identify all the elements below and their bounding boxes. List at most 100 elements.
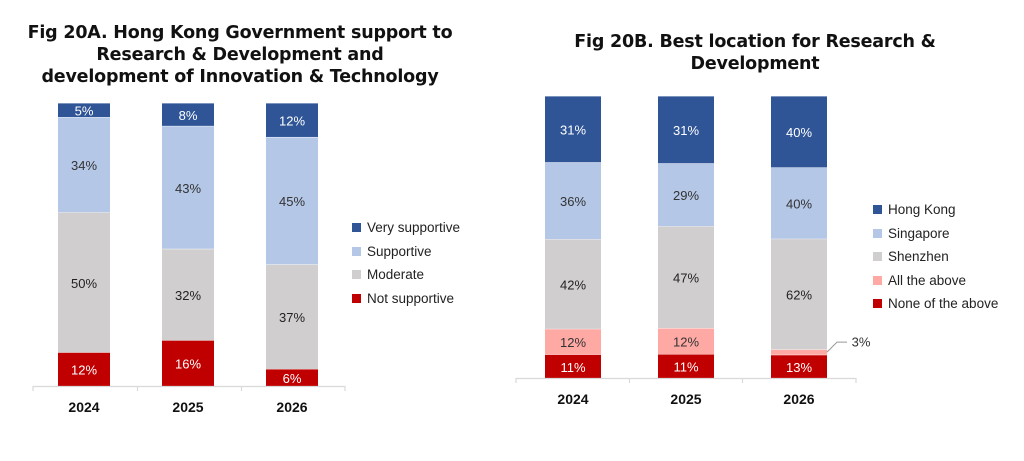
bar-segment-very-supportive-2024: [58, 103, 110, 118]
data-label: 36%: [560, 194, 586, 209]
data-label: 12%: [673, 335, 699, 350]
data-label: 29%: [673, 188, 699, 203]
data-label: 11%: [560, 360, 585, 375]
legend-label: Hong Kong: [888, 202, 956, 218]
legend-item-supportive: Supportive: [352, 240, 460, 264]
legend-label: None of the above: [888, 296, 999, 312]
data-label: 34%: [71, 158, 97, 173]
legend-item-singapore: Singapore: [873, 222, 998, 246]
legend-label: Shenzhen: [888, 249, 949, 265]
chart-a-title-line: Fig 20A. Hong Kong Government support to: [27, 23, 453, 43]
bar-segment-supportive-2024: [58, 117, 110, 213]
bar-segment-moderate-2026: [266, 264, 318, 370]
callout-leader-line: [826, 341, 847, 353]
chart-a-title-line: Research & Development and: [96, 45, 384, 65]
bar-segment-all-the-above-2024: [545, 328, 601, 355]
bar-segment-supportive-2026: [266, 136, 318, 265]
data-label: 40%: [786, 197, 812, 212]
x-tick-label-2025: 2025: [670, 391, 701, 407]
legend-swatch: [873, 275, 882, 285]
chart-a-plot: 12% 50% 34% 5% 2024 16% 32% 43% 8% 2025 6% 37% 45% 12…: [32, 102, 346, 415]
legend-item-not-supportive: Not supportive: [352, 287, 460, 311]
bar-segment-very-supportive-2026: [266, 103, 318, 137]
bar-segment-shenzhen-2025: [658, 226, 714, 329]
legend-swatch: [873, 205, 882, 215]
legend-swatch: [352, 293, 361, 303]
chart-b-plot: 11% 12% 42% 36% 31% 2024 11% 12% 47% 29% 31% 2025 13…: [515, 95, 871, 407]
callout-label: 3%: [852, 335, 871, 350]
legend-item-none-of-the-above: None of the above: [873, 292, 998, 316]
data-label: 8%: [179, 108, 198, 123]
bar-segment-moderate-2024: [58, 212, 110, 353]
bar-segment-very-supportive-2025: [162, 103, 214, 126]
bar-segment-singapore-2026: [771, 167, 827, 239]
chart-b-title: Fig 20B. Best location for Research & De…: [545, 31, 965, 75]
legend-swatch: [873, 299, 882, 309]
bar-segment-shenzhen-2026: [771, 238, 827, 350]
legend-swatch: [352, 246, 361, 256]
data-label: 5%: [75, 104, 94, 119]
data-label: 31%: [560, 123, 586, 138]
bar-segment-singapore-2025: [658, 163, 714, 227]
bar-segment-all-the-above-2026: [771, 349, 827, 355]
data-label: 42%: [560, 278, 586, 293]
data-label: 62%: [786, 288, 812, 303]
data-label: 37%: [279, 310, 305, 325]
data-label: 32%: [175, 288, 201, 303]
chart-b-title-line: Development: [690, 54, 820, 74]
chart-b-legend: Hong Kong Singapore Shenzhen All the above N…: [873, 198, 998, 316]
legend-label: Very supportive: [367, 220, 461, 236]
legend-swatch: [352, 223, 361, 233]
bar-segment-not-supportive-2025: [162, 340, 214, 386]
bar-segment-hong-kong-2024: [545, 96, 601, 163]
x-tick-label-2026: 2026: [783, 391, 814, 407]
bar-segment-hong-kong-2026: [771, 96, 827, 168]
data-label: 12%: [560, 335, 586, 350]
data-label: 45%: [279, 194, 305, 209]
legend-swatch: [873, 228, 882, 238]
x-tick-label-2024: 2024: [557, 391, 588, 407]
data-label: 12%: [279, 113, 305, 128]
bar-segment-hong-kong-2025: [658, 96, 714, 164]
bar-segment-singapore-2024: [545, 162, 601, 240]
legend-item-very-supportive: Very supportive: [352, 216, 460, 240]
legend-label: All the above: [888, 272, 967, 288]
data-label: 47%: [673, 271, 699, 286]
bar-segment-none-of-the-above-2026: [771, 354, 827, 378]
data-label: 13%: [786, 360, 812, 375]
legend-swatch: [873, 252, 882, 262]
legend-label: Not supportive: [367, 290, 455, 306]
x-tick-label-2025: 2025: [172, 399, 203, 415]
legend-item-moderate: Moderate: [352, 263, 460, 287]
data-label: 31%: [673, 123, 699, 138]
data-label: 12%: [71, 363, 97, 378]
x-tick-label-2026: 2026: [276, 399, 307, 415]
legend-label: Supportive: [367, 243, 432, 259]
data-label: 40%: [786, 125, 812, 140]
bar-segment-supportive-2025: [162, 125, 214, 249]
x-tick-label-2024: 2024: [68, 399, 99, 415]
legend-swatch: [352, 270, 361, 280]
bar-segment-all-the-above-2025: [658, 328, 714, 355]
chart-a-title: Fig 20A. Hong Kong Government support to…: [20, 22, 460, 88]
chart-b-title-line: Fig 20B. Best location for Research &: [574, 32, 936, 52]
data-label: 11%: [673, 360, 698, 375]
bar-segment-not-supportive-2024: [58, 352, 110, 386]
bar-segment-shenzhen-2024: [545, 239, 601, 329]
legend-label: Moderate: [367, 267, 425, 283]
legend-label: Singapore: [888, 225, 950, 241]
legend-item-hong-kong: Hong Kong: [873, 198, 998, 222]
bar-segment-none-of-the-above-2025: [658, 354, 714, 378]
legend-item-shenzhen: Shenzhen: [873, 245, 998, 269]
data-label: 50%: [71, 276, 97, 291]
chart-a-title-line: development of Innovation & Technology: [41, 67, 439, 87]
bar-segment-not-supportive-2026: [266, 369, 318, 386]
data-label: 43%: [175, 181, 201, 196]
bar-segment-none-of-the-above-2024: [545, 354, 601, 378]
data-label: 6%: [283, 371, 302, 386]
legend-item-all-the-above: All the above: [873, 269, 998, 293]
chart-a-legend: Very supportive Supportive Moderate Not sup…: [352, 216, 460, 310]
bar-segment-moderate-2025: [162, 248, 214, 341]
data-label: 16%: [175, 357, 201, 372]
